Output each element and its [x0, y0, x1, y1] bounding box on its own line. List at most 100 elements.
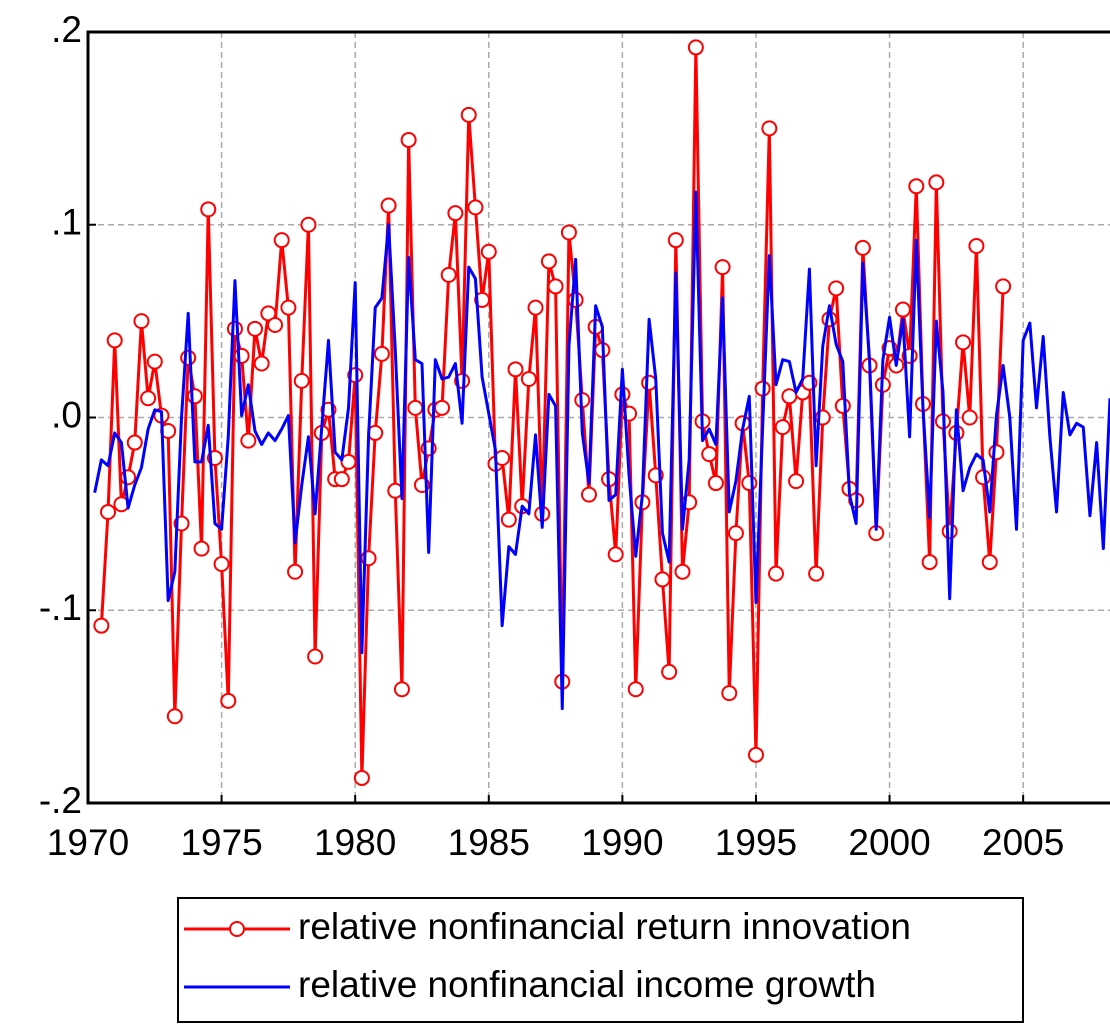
data-point — [193, 540, 210, 557]
legend-label: relative nonfinancial return innovation — [298, 906, 911, 947]
data-point — [747, 746, 764, 763]
data-point — [380, 197, 397, 214]
data-point — [727, 525, 744, 542]
data-point — [133, 313, 150, 330]
data-point — [687, 39, 704, 56]
data-point — [186, 388, 203, 405]
data-point — [460, 106, 477, 123]
data-point — [246, 320, 263, 337]
data-point — [968, 237, 985, 254]
data-point — [240, 432, 257, 449]
data-point — [287, 563, 304, 580]
data-point — [280, 299, 297, 316]
data-point — [273, 232, 290, 249]
data-point — [674, 563, 691, 580]
data-point — [560, 224, 577, 241]
data-point — [340, 453, 357, 470]
data-point — [988, 444, 1005, 461]
data-point — [226, 320, 243, 337]
y-tick-label: -.2 — [39, 780, 82, 821]
x-tick-label: 1980 — [314, 822, 396, 863]
series-line — [93, 190, 1110, 711]
y-tick-label: .1 — [51, 202, 82, 243]
data-point — [667, 232, 684, 249]
data-point — [808, 565, 825, 582]
data-point — [373, 345, 390, 362]
plot-area — [93, 39, 1110, 786]
data-point — [928, 174, 945, 191]
x-tick-label: 2005 — [982, 822, 1064, 863]
data-point — [854, 239, 871, 256]
x-tick-label: 1970 — [47, 822, 129, 863]
data-point — [447, 205, 464, 222]
data-point — [507, 361, 524, 378]
data-point — [975, 469, 992, 486]
data-point — [961, 409, 978, 426]
data-point — [828, 280, 845, 297]
data-point — [721, 685, 738, 702]
data-point — [100, 503, 117, 520]
legend-box — [177, 897, 1024, 1023]
y-tick-label: .2 — [51, 9, 82, 50]
data-point — [741, 475, 758, 492]
data-point — [500, 511, 517, 528]
data-point — [213, 555, 230, 572]
data-point — [981, 554, 998, 571]
data-point — [547, 278, 564, 295]
data-point — [774, 419, 791, 436]
x-tick-label: 1990 — [581, 822, 663, 863]
data-point — [641, 374, 658, 391]
data-point — [106, 332, 123, 349]
data-point — [921, 554, 938, 571]
data-point — [894, 301, 911, 318]
data-point — [233, 347, 250, 364]
data-point — [480, 243, 497, 260]
data-point — [714, 259, 731, 276]
data-point — [140, 390, 157, 407]
data-point — [200, 201, 217, 218]
data-point — [781, 388, 798, 405]
series-line — [99, 45, 1005, 780]
data-point — [400, 131, 417, 148]
data-point — [788, 473, 805, 490]
legend-label: relative nonfinancial income growth — [298, 964, 876, 1005]
data-point — [260, 305, 277, 322]
data-point — [93, 617, 110, 634]
data-point — [333, 471, 350, 488]
y-tick-label: -.1 — [39, 587, 82, 628]
data-point — [661, 663, 678, 680]
data-point — [941, 523, 958, 540]
data-point — [527, 299, 544, 316]
data-point — [474, 291, 491, 308]
data-point — [627, 681, 644, 698]
data-point — [908, 178, 925, 195]
data-point — [701, 446, 718, 463]
data-point — [955, 334, 972, 351]
data-point — [220, 692, 237, 709]
y-tick-label: .0 — [51, 394, 82, 435]
data-point — [607, 546, 624, 563]
data-point — [300, 216, 317, 233]
legend-marker — [229, 921, 245, 937]
axes: -.2 -.1 .0 .1 .2 1970 1975 1980 1985 1990 1995 2000… — [39, 9, 1110, 863]
data-point — [253, 355, 270, 372]
x-tick-label: 1975 — [180, 822, 262, 863]
data-point — [407, 399, 424, 416]
data-point — [146, 353, 163, 370]
data-point — [467, 199, 484, 216]
data-point — [540, 253, 557, 270]
x-tick-label: 1995 — [715, 822, 797, 863]
x-tick-label: 2000 — [848, 822, 930, 863]
data-point — [580, 486, 597, 503]
data-point — [520, 370, 537, 387]
data-point — [440, 266, 457, 283]
data-point — [293, 372, 310, 389]
data-point — [307, 648, 324, 665]
data-point — [393, 681, 410, 698]
x-tick-label: 1985 — [448, 822, 530, 863]
data-point — [434, 399, 451, 416]
data-point — [166, 708, 183, 725]
data-point — [761, 120, 778, 137]
data-point — [267, 316, 284, 333]
